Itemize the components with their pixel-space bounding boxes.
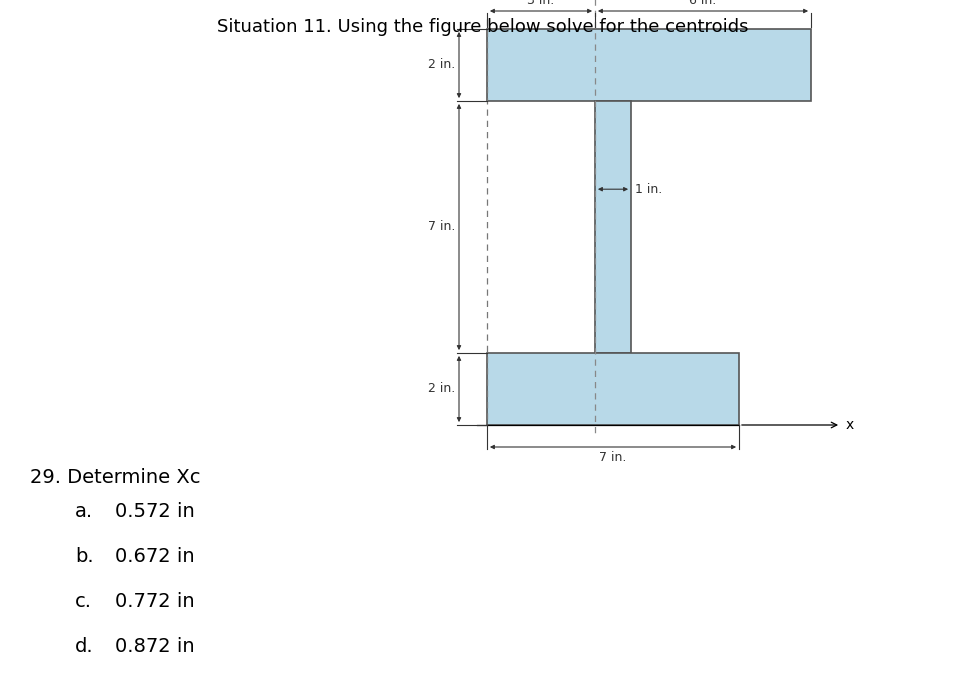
Text: 0.772 in: 0.772 in xyxy=(115,592,194,611)
Text: x: x xyxy=(846,418,854,432)
Text: 7 in.: 7 in. xyxy=(599,451,627,464)
Text: 0.572 in: 0.572 in xyxy=(115,502,195,521)
Text: d.: d. xyxy=(75,637,94,656)
Bar xyxy=(487,353,739,425)
Text: 29. Determine Xc: 29. Determine Xc xyxy=(30,468,201,487)
Text: 2 in.: 2 in. xyxy=(428,382,455,395)
Text: Situation 11. Using the figure below solve for the centroids: Situation 11. Using the figure below sol… xyxy=(217,18,749,36)
Text: 2 in.: 2 in. xyxy=(428,59,455,72)
Text: c.: c. xyxy=(75,592,92,611)
Bar xyxy=(487,29,811,101)
Text: 0.672 in: 0.672 in xyxy=(115,547,194,566)
Text: 0.872 in: 0.872 in xyxy=(115,637,194,656)
Bar xyxy=(595,101,631,353)
Text: b.: b. xyxy=(75,547,94,566)
Text: 7 in.: 7 in. xyxy=(428,221,455,234)
Text: a.: a. xyxy=(75,502,93,521)
Text: 3 in.: 3 in. xyxy=(527,0,554,7)
Text: 6 in.: 6 in. xyxy=(690,0,717,7)
Text: 1 in.: 1 in. xyxy=(635,182,663,196)
